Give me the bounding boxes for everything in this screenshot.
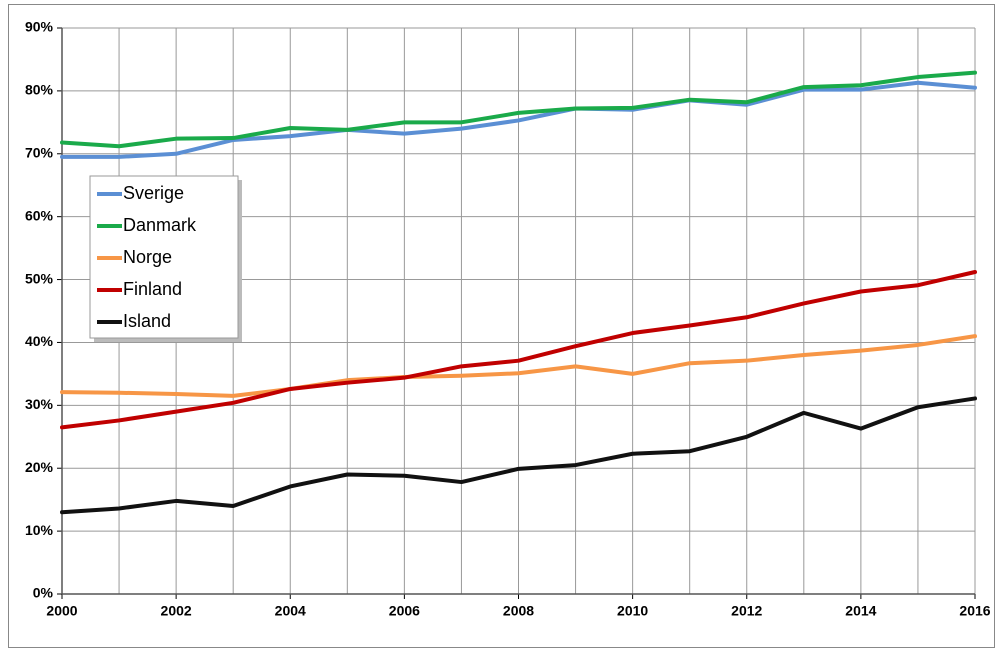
x-tick-label: 2004: [275, 603, 306, 619]
legend-label: Danmark: [123, 215, 197, 235]
y-tick-label: 90%: [25, 19, 54, 35]
x-tick-label: 2000: [46, 603, 77, 619]
y-tick-label: 40%: [25, 333, 54, 349]
x-tick-label: 2010: [617, 603, 648, 619]
y-tick-label: 0%: [33, 585, 54, 601]
legend-label: Finland: [123, 279, 182, 299]
y-tick-label: 60%: [25, 207, 54, 223]
series-line: [60, 334, 977, 398]
x-tick-label: 2008: [503, 603, 534, 619]
x-tick-label: 2002: [161, 603, 192, 619]
x-tick-label: 2012: [731, 603, 762, 619]
y-tick-label: 80%: [25, 82, 54, 98]
chart-border: [8, 4, 995, 648]
series-line: [60, 70, 977, 149]
legend-label: Sverige: [123, 183, 184, 203]
x-tick-label: 2016: [959, 603, 990, 619]
y-tick-label: 30%: [25, 396, 54, 412]
y-tick-label: 70%: [25, 144, 54, 160]
x-tick-label: 2006: [389, 603, 420, 619]
series-line: [60, 270, 977, 430]
series-line: [60, 80, 977, 159]
y-tick-label: 50%: [25, 270, 54, 286]
legend-label: Island: [123, 311, 171, 331]
legend: Sverige Danmark Norge Finland Island: [89, 175, 242, 342]
series-line: [60, 396, 977, 515]
y-tick-label: 20%: [25, 459, 54, 475]
y-tick-label: 10%: [25, 522, 54, 538]
x-tick-label: 2014: [845, 603, 876, 619]
legend-label: Norge: [123, 247, 172, 267]
